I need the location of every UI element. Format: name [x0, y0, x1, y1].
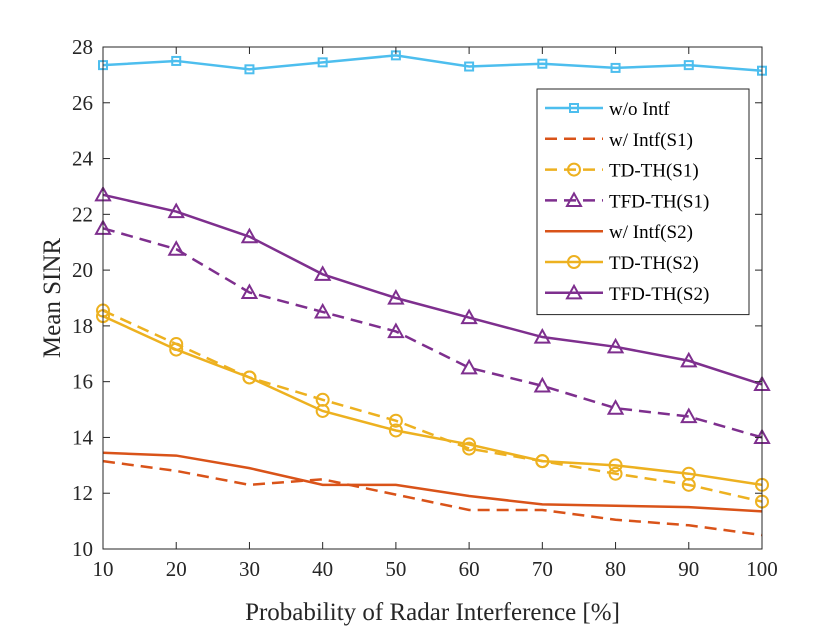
legend-item: TD-TH(S1) — [545, 161, 699, 182]
series-point — [317, 57, 328, 68]
series-line — [102, 193, 763, 386]
legend-marker — [565, 283, 583, 300]
legend-label: TFD-TH(S2) — [609, 284, 709, 305]
series-line — [102, 227, 763, 439]
y-tick-label: 16 — [72, 370, 93, 394]
y-tick-label: 24 — [72, 147, 94, 171]
legend-marker — [569, 103, 579, 113]
series-point — [681, 466, 696, 481]
axes-group: 10 20 30 40 50 60 70 80 90 100 10 12 14 16 18 20 22 24 26 2… — [72, 35, 778, 581]
x-tick-label: 30 — [239, 557, 260, 581]
series-point — [606, 399, 625, 415]
plot-frame — [102, 46, 763, 550]
series-point — [167, 202, 185, 219]
series-point — [240, 283, 259, 300]
series-point — [462, 437, 477, 452]
y-axis-label: Mean SINR — [39, 238, 66, 358]
legend-marker — [567, 162, 581, 177]
y-tick-label: 18 — [72, 314, 93, 338]
y-tick-label: 14 — [72, 425, 94, 449]
legend: w/o Intf w/ Intf(S1) TD-TH(S1) TFD-TH(S1) w/… — [536, 88, 750, 316]
y-tick-label: 22 — [72, 202, 93, 226]
plot-series-group — [94, 50, 771, 537]
y-tick-label: 26 — [72, 91, 93, 115]
series-point — [680, 351, 698, 368]
series-6 — [96, 309, 769, 492]
x-tick-label: 40 — [312, 557, 333, 581]
x-tick-label: 50 — [385, 557, 406, 581]
series-point — [533, 327, 552, 344]
series-point — [537, 58, 548, 69]
series-point — [680, 407, 698, 424]
x-tick-label: 90 — [678, 557, 699, 581]
series-point — [313, 265, 332, 281]
legend-box — [536, 88, 750, 316]
series-point — [240, 227, 259, 244]
series-point — [464, 61, 475, 72]
x-axis-label: Probability of Radar Interference [%] — [245, 599, 620, 626]
legend-item: w/o Intf — [545, 99, 670, 120]
series-point — [315, 403, 330, 418]
legend-item: TFD-TH(S2) — [545, 283, 709, 305]
series-point — [169, 342, 184, 357]
series-point — [460, 358, 478, 375]
series-point — [608, 458, 623, 473]
series-point — [608, 466, 623, 481]
x-tick-label: 100 — [746, 557, 778, 581]
x-tick-label: 70 — [532, 557, 553, 581]
series-point — [388, 413, 403, 428]
legend-marker — [565, 191, 583, 207]
legend-label: w/ Intf(S1) — [609, 130, 693, 151]
series-point — [242, 370, 257, 385]
series-point — [388, 423, 403, 438]
series-3 — [96, 303, 769, 509]
series-point — [533, 376, 552, 393]
legend-label: TD-TH(S2) — [609, 253, 699, 274]
legend-item: w/ Intf(S1) — [545, 130, 693, 151]
legend-label: TD-TH(S1) — [609, 161, 699, 182]
series-point — [683, 60, 694, 71]
x-tick-label: 80 — [605, 557, 626, 581]
series-point — [610, 62, 621, 73]
series-point — [313, 302, 332, 319]
series-1 — [98, 50, 767, 76]
series-line — [102, 54, 763, 72]
x-tick-label: 10 — [93, 557, 114, 581]
legend-label: w/ Intf(S2) — [609, 222, 693, 243]
series-point — [462, 441, 477, 456]
series-point — [171, 55, 182, 66]
series-line — [102, 314, 763, 487]
series-point — [167, 240, 185, 256]
legend-label: w/o Intf — [609, 99, 670, 120]
series-point — [606, 337, 625, 354]
series-2 — [102, 459, 763, 537]
legend-marker — [567, 255, 581, 269]
legend-label: TFD-TH(S1) — [609, 191, 709, 212]
series-line — [102, 451, 763, 513]
y-tick-label: 10 — [72, 537, 93, 561]
y-tick-label: 20 — [72, 258, 93, 282]
series-line — [102, 459, 763, 537]
series-5 — [102, 451, 763, 513]
series-point — [387, 288, 405, 305]
y-tick-label: 28 — [72, 35, 93, 59]
series-point — [244, 64, 255, 75]
series-point — [460, 308, 478, 325]
series-point — [387, 322, 405, 339]
legend-item: TD-TH(S2) — [545, 253, 699, 274]
legend-item: TFD-TH(S1) — [545, 191, 709, 212]
series-line — [102, 309, 763, 503]
series-point — [535, 454, 550, 469]
x-tick-label: 60 — [459, 557, 480, 581]
legend-item: w/ Intf(S2) — [545, 222, 693, 243]
series-7 — [94, 185, 771, 392]
y-tick-label: 12 — [72, 481, 93, 505]
x-tick-label: 20 — [166, 557, 187, 581]
